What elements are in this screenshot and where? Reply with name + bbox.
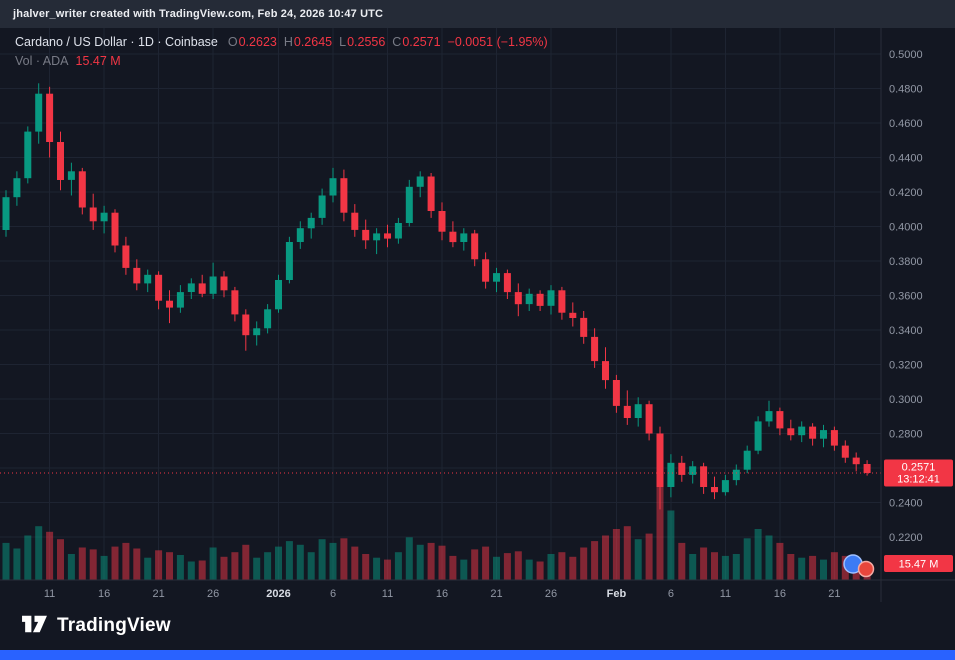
svg-text:21: 21 xyxy=(490,588,502,600)
svg-text:16: 16 xyxy=(98,588,110,600)
candlestick-chart[interactable]: 0.5000 0.4800 0.4600 0.4400 0.4200 0.4000 0.38… xyxy=(0,28,955,602)
brand-text: TradingView xyxy=(57,615,171,636)
ohlc-high: H 0.2645 xyxy=(283,35,333,49)
svg-text:21: 21 xyxy=(828,588,840,600)
axis-separators xyxy=(0,28,955,602)
svg-text:11: 11 xyxy=(720,588,731,600)
volume-value: 15.47 M xyxy=(75,54,121,68)
svg-text:6: 6 xyxy=(330,588,336,600)
chart-area[interactable]: 0.5000 0.4800 0.4600 0.4400 0.4200 0.4000 0.38… xyxy=(0,28,955,602)
svg-text:26: 26 xyxy=(207,588,219,600)
svg-text:11: 11 xyxy=(44,588,55,600)
change-value: −0.0051 (−1.95%) xyxy=(447,35,548,49)
attribution-text: jhalver_writer created with TradingView.… xyxy=(13,8,384,20)
svg-text:0.4200: 0.4200 xyxy=(889,187,923,199)
svg-text:0.2400: 0.2400 xyxy=(889,498,923,510)
svg-text:16: 16 xyxy=(774,588,786,600)
legend-row-volume: Vol · ADA 15.47 M xyxy=(15,54,548,68)
volume-label: Vol · ADA xyxy=(15,54,69,68)
time-axis[interactable]: 11 16 21 26 2026 6 11 16 21 26 Feb 6 11 16 21 xyxy=(44,588,841,600)
reaction-emoji-icon xyxy=(843,554,875,578)
svg-text:0.4800: 0.4800 xyxy=(889,84,923,96)
ohlc-low: L 0.2556 xyxy=(339,35,386,49)
grid xyxy=(0,28,881,580)
svg-text:0.4400: 0.4400 xyxy=(889,153,923,165)
svg-text:0.4600: 0.4600 xyxy=(889,118,923,130)
svg-text:0.2800: 0.2800 xyxy=(889,429,923,441)
volume-axis-badge: 15.47 M xyxy=(884,555,953,572)
ohlc-open: O 0.2623 xyxy=(227,35,277,49)
bottom-accent-bar xyxy=(0,650,955,660)
svg-text:0.4000: 0.4000 xyxy=(889,222,923,234)
svg-text:0.5000: 0.5000 xyxy=(889,49,923,61)
svg-text:0.3200: 0.3200 xyxy=(889,360,923,372)
volume-bars xyxy=(2,479,871,580)
tradingview-brand[interactable]: TradingView xyxy=(21,612,171,641)
footer: TradingView xyxy=(0,602,955,650)
svg-text:21: 21 xyxy=(152,588,164,600)
svg-text:0.2200: 0.2200 xyxy=(889,532,923,544)
legend-row-main: Cardano / US Dollar · 1D · Coinbase O 0.2… xyxy=(15,35,548,49)
svg-text:11: 11 xyxy=(382,588,393,600)
svg-text:Feb: Feb xyxy=(607,588,627,600)
price-axis[interactable]: 0.5000 0.4800 0.4600 0.4400 0.4200 0.4000 0.38… xyxy=(889,49,923,544)
svg-text:0.3600: 0.3600 xyxy=(889,291,923,303)
svg-text:0.3400: 0.3400 xyxy=(889,325,923,337)
svg-text:15.47 M: 15.47 M xyxy=(899,559,939,571)
tradingview-logo-icon xyxy=(21,612,48,641)
svg-text:26: 26 xyxy=(545,588,557,600)
countdown-timer: 13:12:41 xyxy=(897,474,940,486)
candlestick-series[interactable] xyxy=(2,83,871,510)
svg-text:6: 6 xyxy=(668,588,674,600)
svg-text:0.3000: 0.3000 xyxy=(889,394,923,406)
attribution-bar: jhalver_writer created with TradingView.… xyxy=(0,0,955,28)
svg-text:2026: 2026 xyxy=(266,588,290,600)
svg-text:0.3800: 0.3800 xyxy=(889,256,923,268)
symbol-title[interactable]: Cardano / US Dollar · 1D · Coinbase xyxy=(15,35,218,49)
svg-text:0.2571: 0.2571 xyxy=(902,462,936,474)
chart-legend: Cardano / US Dollar · 1D · Coinbase O 0.2… xyxy=(15,35,548,68)
ohlc-close: C 0.2571 xyxy=(392,35,441,49)
svg-text:16: 16 xyxy=(436,588,448,600)
